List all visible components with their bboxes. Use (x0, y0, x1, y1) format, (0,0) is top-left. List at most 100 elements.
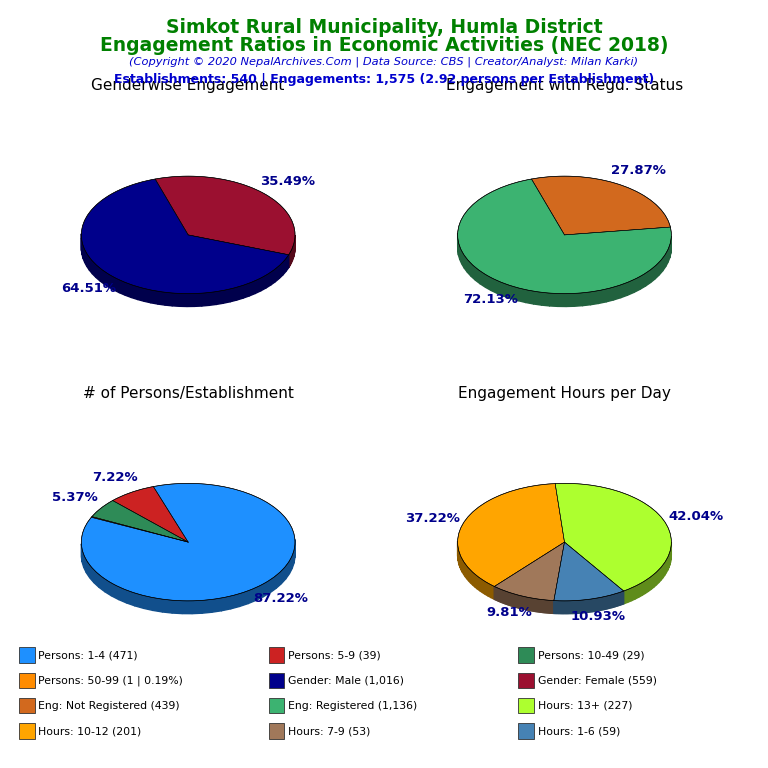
Polygon shape (578, 601, 579, 614)
Polygon shape (663, 563, 664, 578)
Polygon shape (640, 273, 645, 290)
Polygon shape (571, 601, 572, 614)
Polygon shape (137, 286, 144, 301)
Polygon shape (531, 598, 532, 611)
Polygon shape (212, 598, 221, 612)
Text: Gender: Male (1,016): Gender: Male (1,016) (288, 675, 404, 686)
Polygon shape (511, 286, 518, 301)
Polygon shape (496, 588, 497, 601)
Polygon shape (541, 600, 543, 613)
Polygon shape (281, 566, 286, 584)
Polygon shape (202, 600, 212, 613)
Polygon shape (590, 599, 591, 612)
Polygon shape (586, 600, 588, 613)
Polygon shape (518, 595, 520, 608)
Polygon shape (525, 597, 526, 610)
Polygon shape (100, 268, 104, 284)
Polygon shape (614, 594, 615, 607)
Polygon shape (642, 581, 645, 595)
Text: Establishments: 540 | Engagements: 1,575 (2.92 persons per Establishment): Establishments: 540 | Engagements: 1,575… (114, 73, 654, 86)
Polygon shape (659, 568, 661, 583)
Polygon shape (125, 283, 131, 297)
Polygon shape (109, 274, 114, 290)
Polygon shape (99, 574, 105, 592)
Polygon shape (575, 601, 576, 614)
Polygon shape (563, 601, 564, 614)
Polygon shape (104, 271, 109, 287)
Polygon shape (581, 600, 582, 613)
Polygon shape (598, 598, 599, 611)
Polygon shape (294, 545, 295, 563)
Polygon shape (92, 261, 96, 277)
Polygon shape (495, 542, 564, 599)
Polygon shape (594, 598, 596, 611)
Polygon shape (565, 601, 566, 614)
Polygon shape (511, 593, 512, 606)
Polygon shape (610, 595, 611, 608)
Polygon shape (460, 247, 462, 264)
Polygon shape (223, 289, 230, 303)
Polygon shape (645, 270, 650, 286)
Text: Hours: 13+ (227): Hours: 13+ (227) (538, 700, 632, 711)
Text: Persons: 5-9 (39): Persons: 5-9 (39) (288, 650, 381, 660)
Polygon shape (597, 598, 598, 611)
Polygon shape (498, 588, 499, 601)
Polygon shape (544, 600, 545, 613)
Polygon shape (613, 594, 614, 607)
Polygon shape (91, 517, 188, 542)
Polygon shape (467, 566, 468, 581)
Polygon shape (591, 290, 598, 305)
Polygon shape (507, 591, 508, 604)
Polygon shape (468, 568, 471, 583)
Polygon shape (664, 560, 666, 575)
Polygon shape (283, 259, 286, 275)
Polygon shape (669, 552, 670, 568)
Polygon shape (616, 593, 617, 607)
Polygon shape (554, 542, 564, 614)
Text: Hours: 1-6 (59): Hours: 1-6 (59) (538, 726, 620, 737)
Text: 64.51%: 64.51% (61, 282, 116, 295)
Polygon shape (558, 293, 566, 306)
Polygon shape (666, 558, 667, 573)
Polygon shape (582, 600, 584, 613)
Polygon shape (92, 501, 188, 542)
Polygon shape (545, 600, 546, 613)
Polygon shape (612, 594, 613, 607)
Polygon shape (655, 262, 659, 279)
Polygon shape (524, 597, 525, 610)
Polygon shape (499, 589, 501, 602)
Polygon shape (84, 250, 87, 266)
Polygon shape (531, 176, 670, 235)
Polygon shape (576, 601, 578, 614)
Polygon shape (554, 601, 555, 614)
Polygon shape (280, 262, 283, 279)
Text: (Copyright © 2020 NepalArchives.Com | Data Source: CBS | Creator/Analyst: Milan : (Copyright © 2020 NepalArchives.Com | Da… (130, 57, 638, 68)
Polygon shape (255, 278, 260, 293)
Polygon shape (582, 292, 591, 306)
Text: 42.04%: 42.04% (668, 510, 723, 523)
Polygon shape (256, 584, 263, 601)
Polygon shape (534, 291, 541, 305)
Polygon shape (485, 581, 488, 596)
Text: Persons: 1-4 (471): Persons: 1-4 (471) (38, 650, 138, 660)
Polygon shape (631, 586, 635, 601)
Polygon shape (471, 570, 473, 585)
Title: Genderwise Engagement: Genderwise Engagement (91, 78, 285, 94)
Polygon shape (290, 250, 291, 266)
Text: Hours: 7-9 (53): Hours: 7-9 (53) (288, 726, 370, 737)
Polygon shape (607, 596, 608, 609)
Polygon shape (657, 570, 659, 585)
Polygon shape (465, 256, 468, 273)
Polygon shape (635, 584, 639, 599)
Polygon shape (473, 572, 475, 587)
Polygon shape (603, 597, 604, 610)
Polygon shape (549, 601, 551, 613)
Polygon shape (620, 592, 621, 605)
Polygon shape (230, 594, 240, 609)
Polygon shape (111, 583, 119, 600)
Polygon shape (286, 561, 290, 579)
Polygon shape (135, 593, 144, 608)
Polygon shape (89, 257, 92, 274)
Polygon shape (465, 564, 467, 579)
Polygon shape (82, 549, 84, 568)
